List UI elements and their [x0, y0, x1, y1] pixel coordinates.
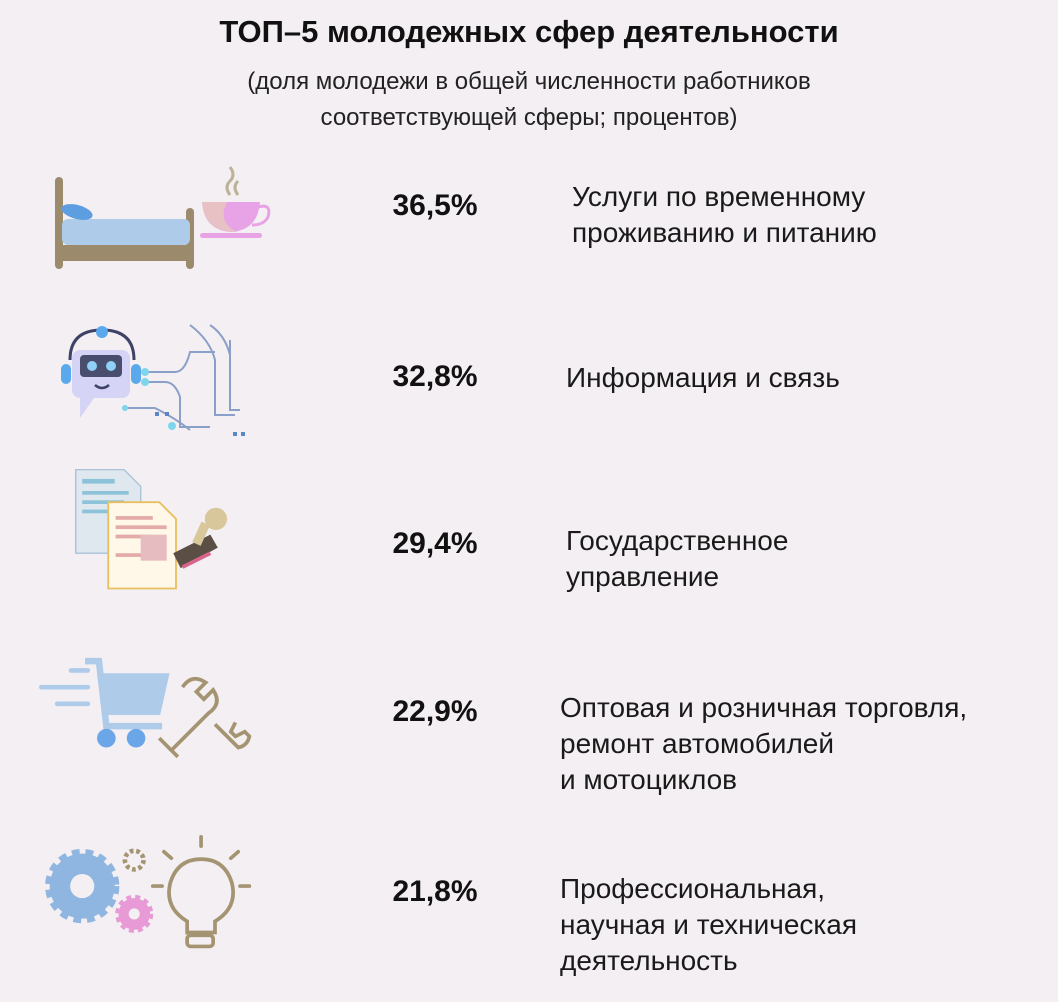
subtitle-line: соответствующей сферы; процентов) — [320, 104, 738, 131]
value-label: 29,4% — [392, 527, 478, 560]
category-label: Услуги по временному проживанию и питани… — [572, 179, 877, 251]
label-line: Информация и связь — [566, 362, 840, 393]
label-line: и мотоциклов — [560, 764, 738, 795]
value-label: 32,8% — [392, 360, 478, 393]
label-line: деятельность — [560, 945, 738, 976]
page-title: ТОП–5 молодежных сфер деятельности — [219, 14, 839, 49]
label-line: управление — [566, 561, 720, 592]
category-label: Профессиональная, научная и техническая … — [560, 871, 857, 979]
label-line: научная и техническая — [560, 909, 858, 940]
robot-circuit-icon — [61, 324, 245, 436]
category-label: Информация и связь — [566, 360, 840, 396]
subtitle: (доля молодежи в общей численности работ… — [0, 64, 1058, 136]
category-label: Государственное управление — [566, 523, 788, 595]
value-label: 36,5% — [392, 189, 478, 222]
value-label: 22,9% — [392, 695, 478, 728]
category-label: Оптовая и розничная торговля, ремонт авт… — [560, 690, 967, 798]
label-line: проживанию и питанию — [572, 217, 877, 248]
gears-lightbulb-icon — [45, 835, 252, 949]
cart-wrench-icon — [39, 657, 252, 759]
documents-stamp-icon — [75, 468, 228, 590]
label-line: Услуги по временному — [572, 181, 866, 212]
label-line: ремонт автомобилей — [560, 728, 834, 759]
bed-and-cup-icon — [55, 166, 271, 269]
label-line: Профессиональная, — [560, 873, 826, 904]
value-label: 21,8% — [392, 875, 478, 908]
subtitle-line: (доля молодежи в общей численности работ… — [247, 68, 811, 95]
label-line: Государственное — [566, 525, 789, 556]
label-line: Оптовая и розничная торговля, — [560, 692, 968, 723]
